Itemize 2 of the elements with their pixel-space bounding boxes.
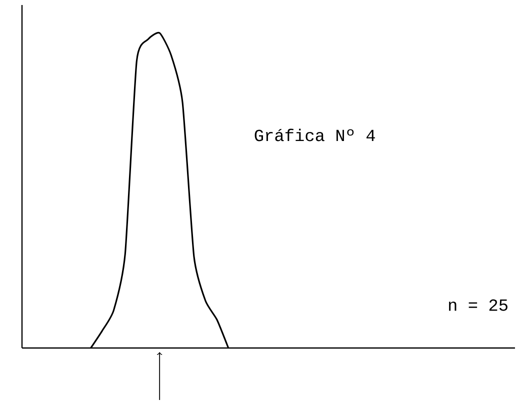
text: Gráfica Nº 4 (254, 128, 375, 142)
annotation: n = 25 (449, 299, 508, 311)
